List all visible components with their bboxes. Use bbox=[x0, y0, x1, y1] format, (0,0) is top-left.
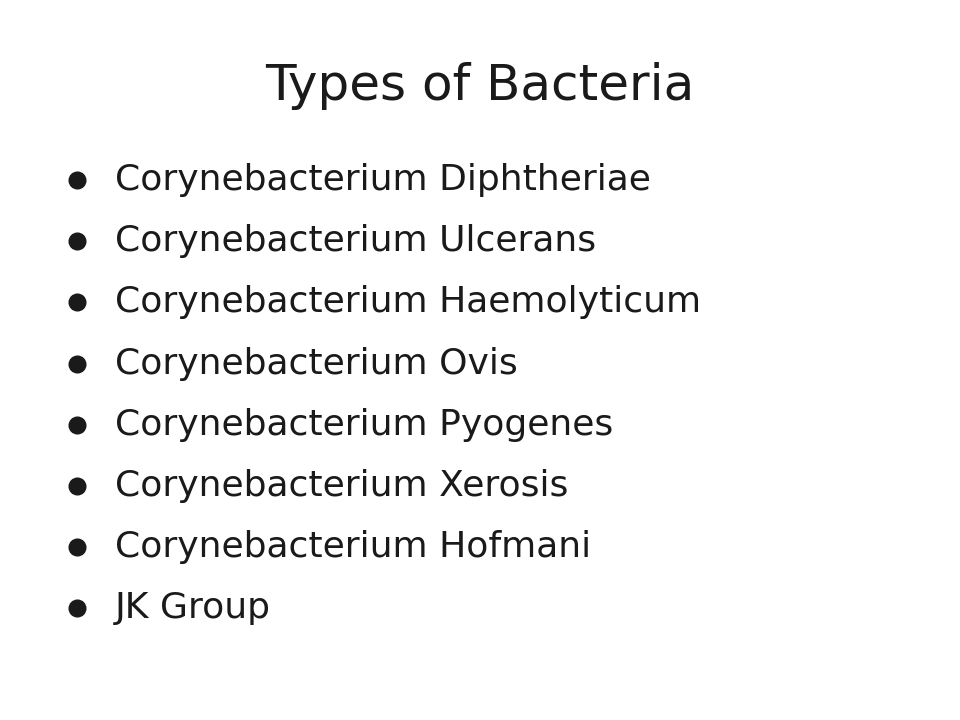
Text: Corynebacterium Ulcerans: Corynebacterium Ulcerans bbox=[115, 224, 596, 258]
Text: JK Group: JK Group bbox=[115, 591, 271, 626]
Text: Corynebacterium Ovis: Corynebacterium Ovis bbox=[115, 346, 518, 381]
Text: Types of Bacteria: Types of Bacteria bbox=[265, 63, 695, 110]
Text: Corynebacterium Pyogenes: Corynebacterium Pyogenes bbox=[115, 408, 613, 442]
Text: Corynebacterium Hofmani: Corynebacterium Hofmani bbox=[115, 530, 591, 564]
Text: Corynebacterium Diphtheriae: Corynebacterium Diphtheriae bbox=[115, 163, 651, 197]
Text: Corynebacterium Xerosis: Corynebacterium Xerosis bbox=[115, 469, 568, 503]
Text: Corynebacterium Haemolyticum: Corynebacterium Haemolyticum bbox=[115, 285, 702, 320]
